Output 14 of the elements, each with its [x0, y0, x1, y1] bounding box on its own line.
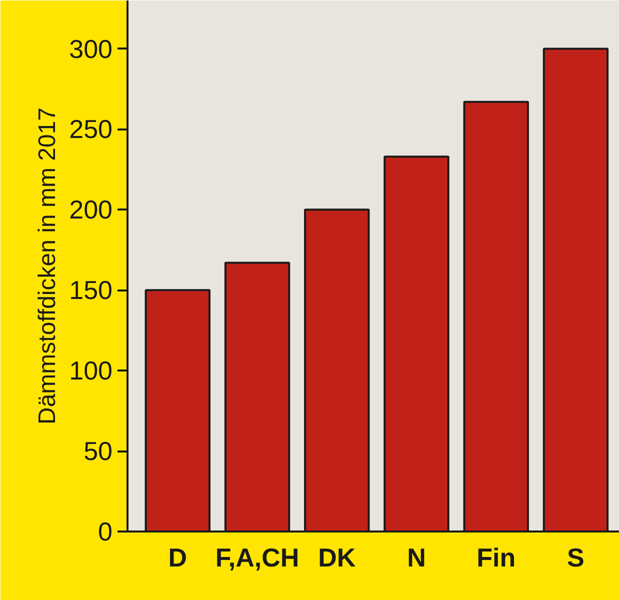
- x-tick-label: D: [168, 542, 188, 572]
- y-tick-label: 250: [69, 114, 113, 144]
- y-tick-label: 50: [84, 436, 112, 466]
- y-tick-label: 200: [69, 194, 113, 225]
- y-axis-title: Dämmstoffdicken in mm 2017: [34, 107, 62, 425]
- x-tick-label: S: [567, 542, 584, 572]
- y-tick-label: 0: [98, 516, 113, 546]
- y-tick-label: 100: [69, 356, 113, 386]
- y-tick-label: 150: [69, 275, 113, 306]
- x-tick-label: DK: [318, 542, 356, 572]
- x-tick-label: F,A,CH: [215, 542, 300, 572]
- x-tick-label: N: [407, 542, 426, 572]
- y-tick-label: 300: [69, 34, 113, 64]
- x-tick-label: Fin: [476, 542, 516, 572]
